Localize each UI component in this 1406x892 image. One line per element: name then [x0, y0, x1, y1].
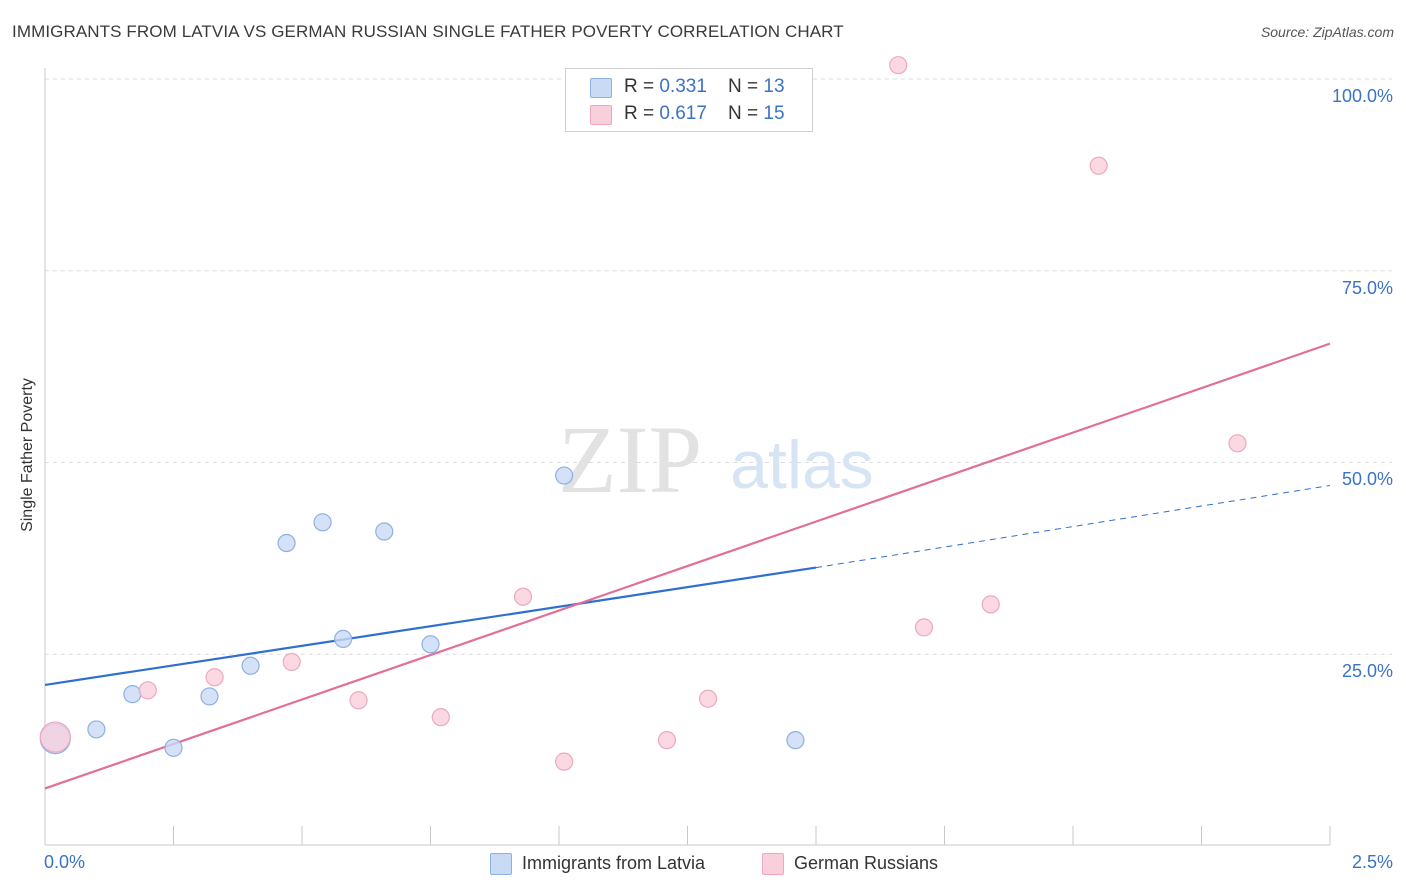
point-latvia	[375, 522, 394, 541]
point-latvia	[164, 738, 183, 757]
point-german-russians	[914, 618, 934, 637]
bottom-legend-swatch-pink	[762, 853, 784, 875]
point-latvia	[200, 687, 219, 706]
axes	[44, 68, 1331, 846]
bottom-legend-label: Immigrants from Latvia	[522, 853, 706, 873]
chart-title: IMMIGRANTS FROM LATVIA VS GERMAN RUSSIAN…	[12, 22, 844, 41]
x-tick-label-min: 0.0%	[44, 852, 86, 872]
point-german-russians	[138, 681, 157, 700]
y-axis-label: Single Father Poverty	[19, 378, 36, 532]
point-german-russians	[349, 691, 368, 710]
legend-n-value: 13	[763, 76, 785, 97]
y-tick-label-100: 100.0%	[1331, 86, 1393, 106]
point-latvia	[123, 685, 142, 704]
legend-swatch-pink	[590, 105, 612, 125]
x-tick-label-max: 2.5%	[1351, 852, 1393, 872]
point-german-russians	[555, 752, 574, 771]
y-tick-label-75: 75.0%	[1341, 278, 1393, 298]
point-german-russians	[39, 721, 71, 753]
y-tick-label-50: 50.0%	[1341, 469, 1393, 489]
point-german-russians	[282, 652, 301, 672]
point-latvia	[241, 656, 260, 675]
point-german-russians	[657, 731, 677, 750]
point-german-russians	[513, 587, 533, 606]
legend-r-value: 0.617	[659, 103, 707, 124]
data-points	[39, 56, 1247, 771]
legend-n-label: N =	[728, 76, 764, 97]
legend-r-label: R =	[624, 76, 660, 97]
trendline-german-russians	[44, 342, 1331, 790]
trendline-latvia	[44, 566, 817, 687]
point-latvia	[277, 533, 296, 553]
point-latvia	[555, 466, 574, 485]
legend-r-value: 0.331	[659, 76, 707, 97]
source-credit: Source: ZipAtlas.com	[1260, 24, 1394, 40]
point-german-russians	[698, 689, 718, 708]
watermark-zip: ZIP	[558, 406, 702, 513]
point-latvia	[87, 720, 106, 739]
legend-r-label: R =	[624, 103, 660, 124]
point-german-russians	[1089, 156, 1108, 175]
point-latvia	[786, 731, 805, 750]
bottom-legend-swatch-blue	[490, 853, 512, 875]
trendline-latvia-extension	[815, 485, 1331, 569]
point-latvia	[334, 629, 353, 649]
point-latvia	[421, 635, 440, 654]
point-german-russians	[981, 595, 1000, 614]
point-german-russians	[889, 56, 908, 75]
bottom-legend-label: German Russians	[794, 853, 939, 873]
watermark: ZIP atlas	[558, 406, 874, 513]
watermark-atlas: atlas	[730, 427, 874, 503]
point-german-russians	[205, 668, 224, 687]
point-german-russians	[431, 708, 450, 727]
y-tick-label-25: 25.0%	[1341, 661, 1393, 681]
grid-lines	[45, 78, 1392, 655]
legend-swatch-blue	[590, 78, 612, 98]
point-latvia	[313, 513, 332, 532]
point-german-russians	[1228, 434, 1247, 453]
legend-n-value: 15	[763, 103, 785, 124]
legend-n-label: N =	[728, 103, 764, 124]
trend-lines	[44, 342, 1331, 790]
correlation-legend: R = 0.331 N = 13 R = 0.617 N = 15	[565, 68, 813, 132]
